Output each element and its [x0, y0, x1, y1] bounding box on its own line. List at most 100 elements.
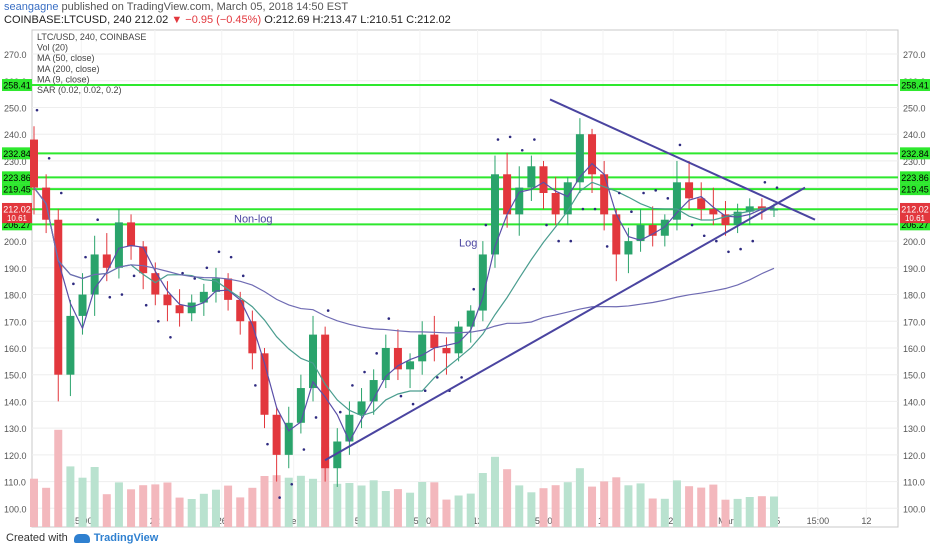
sar-dot [326, 309, 330, 312]
y-tick-label-left: 120.0 [4, 451, 27, 461]
candle-body [102, 254, 111, 268]
volume-bar [321, 447, 330, 527]
sar-dot [229, 255, 233, 259]
y-tick-label-right: 100.0 [903, 504, 926, 514]
candle-body [211, 278, 220, 292]
volume-bar [685, 486, 694, 527]
sar-dot [496, 138, 500, 141]
legend-item: Vol (20) [37, 43, 68, 53]
secondary-label-left: 10.61 [7, 214, 28, 223]
sar-dot [266, 442, 269, 446]
sar-dot [581, 207, 585, 211]
volume-bar [333, 483, 342, 527]
sar-dot [302, 448, 306, 451]
volume-bar [527, 492, 536, 527]
sar-dot [120, 293, 124, 296]
sar-dot [763, 181, 767, 184]
candle-body [187, 302, 196, 314]
sar-dot [193, 277, 197, 280]
volume-bar [442, 499, 451, 527]
sar-dot [533, 138, 536, 141]
candle-body [393, 347, 402, 370]
candle-body [648, 225, 657, 236]
candle-body [418, 334, 427, 362]
ohlc-header: COINBASE:LTCUSD, 240 212.02 ▼ −0.95 (−0.… [4, 14, 451, 26]
volume-bar [78, 477, 87, 527]
volume-bar [600, 481, 609, 527]
sar-dot [144, 303, 148, 307]
volume-bar [454, 495, 463, 527]
volume-bar [697, 487, 706, 527]
candle-body [369, 380, 378, 402]
volume-bar [42, 487, 51, 527]
symbol-label: COINBASE:LTCUSD, 240 [4, 14, 132, 26]
y-tick-label-right: 240.0 [903, 130, 926, 140]
candle-body [260, 353, 269, 415]
ma-9-line [33, 162, 775, 443]
volume-bar [224, 485, 233, 527]
y-tick-label-right: 200.0 [903, 237, 926, 247]
sar-dot [727, 250, 730, 254]
sar-dot [678, 143, 682, 147]
volume-bar [733, 498, 742, 527]
candle-body [163, 294, 172, 306]
volume-bar [636, 483, 645, 527]
current-price-label-right: 212.02 [901, 204, 929, 214]
sar-dot [715, 239, 718, 243]
tradingview-brand-link[interactable]: TradingView [93, 532, 159, 544]
y-tick-label-left: 140.0 [4, 397, 27, 407]
volume-bar [418, 482, 427, 527]
volume-bar [612, 477, 621, 527]
candle-body [721, 214, 730, 226]
volume-bar [175, 497, 184, 527]
volume-bar [478, 473, 487, 527]
volume-bar [563, 482, 572, 527]
sar-dot [254, 384, 257, 387]
volume-bar [272, 475, 281, 527]
y-tick-label-right: 120.0 [903, 451, 926, 461]
sar-dot [217, 250, 221, 254]
volume-bar [151, 484, 160, 527]
candle-body [333, 441, 342, 469]
sar-dot [96, 218, 99, 222]
ma-50-line [33, 181, 775, 417]
sar-dot [338, 410, 342, 414]
y-tick-label-right: 150.0 [903, 371, 926, 381]
volume-bar [709, 484, 718, 527]
volume-bar [236, 497, 245, 527]
sar-dot [157, 319, 160, 323]
sar-dot [666, 197, 670, 200]
y-tick-label-left: 200.0 [4, 237, 27, 247]
plot-frame [31, 29, 899, 528]
candle-body [466, 310, 475, 327]
candle-body [175, 305, 184, 314]
candle-body [515, 187, 524, 215]
current-price-tag-left [2, 202, 32, 215]
candle-body [636, 225, 645, 242]
y-tick-label-left: 150.0 [4, 371, 27, 381]
volume-bar [660, 498, 669, 527]
sar-dot [35, 108, 39, 112]
volume-bar [430, 482, 439, 527]
candle-body [697, 198, 706, 210]
price-level-label-left: 223.86 [3, 173, 31, 183]
candle-body [114, 222, 123, 268]
volume-bar [539, 488, 548, 527]
volume-bar [114, 482, 123, 527]
candle-body [296, 388, 305, 423]
y-tick-label-right: 110.0 [903, 478, 925, 488]
sar-dot [654, 189, 657, 192]
price-level-label-right: 258.41 [901, 81, 929, 91]
candle-body [612, 214, 621, 255]
price-level-label-left: 232.84 [3, 149, 31, 159]
author-link[interactable]: seangagne [4, 1, 59, 13]
sar-dot [351, 384, 354, 387]
sar-dot [593, 207, 597, 211]
y-tick-label-right: 160.0 [903, 344, 926, 354]
support-trendline [324, 186, 806, 462]
candle-body [357, 401, 366, 415]
candle-body [236, 299, 245, 322]
y-tick-label-right: 170.0 [903, 317, 926, 327]
volume-bar [54, 429, 63, 527]
